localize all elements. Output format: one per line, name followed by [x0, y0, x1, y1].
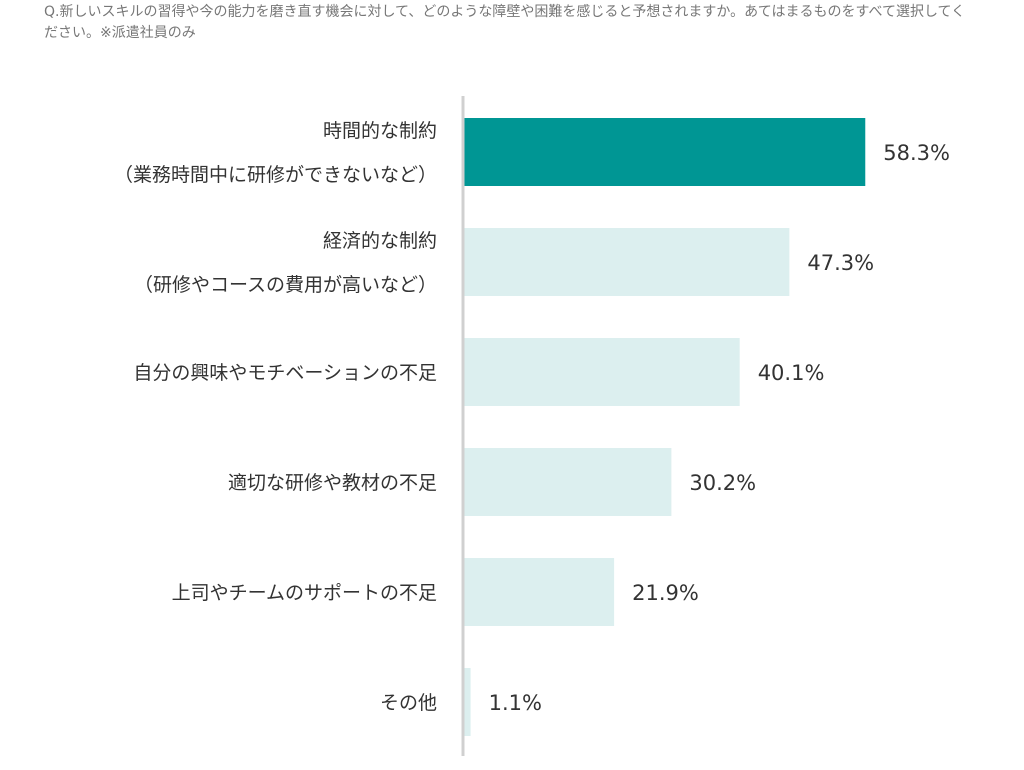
category-label: （研修やコースの費用が高いなど）: [134, 274, 437, 296]
bar: [463, 228, 790, 296]
category-label: その他: [380, 692, 437, 714]
value-label: 1.1%: [489, 691, 542, 715]
chart-title: Q.新しいスキルの習得や今の能力を磨き直す機会に対して、どのような障壁や困難を感…: [44, 4, 966, 41]
category-label: 時間的な制約: [323, 120, 437, 142]
value-label: 40.1%: [758, 361, 825, 385]
value-label: 21.9%: [632, 581, 699, 605]
bar: [463, 118, 866, 186]
bar: [463, 558, 615, 626]
category-label: （業務時間中に研修ができないなど）: [114, 164, 437, 186]
category-label: 上司やチームのサポートの不足: [172, 582, 437, 604]
value-label: 58.3%: [883, 141, 950, 165]
value-label: 47.3%: [807, 251, 874, 275]
bar: [463, 338, 740, 406]
category-label: 経済的な制約: [323, 230, 437, 252]
category-label: 適切な研修や教材の不足: [228, 472, 437, 494]
bar: [463, 448, 672, 516]
category-label: 自分の興味やモチベーションの不足: [133, 362, 437, 384]
bar: [463, 668, 471, 736]
value-label: 30.2%: [689, 471, 756, 495]
